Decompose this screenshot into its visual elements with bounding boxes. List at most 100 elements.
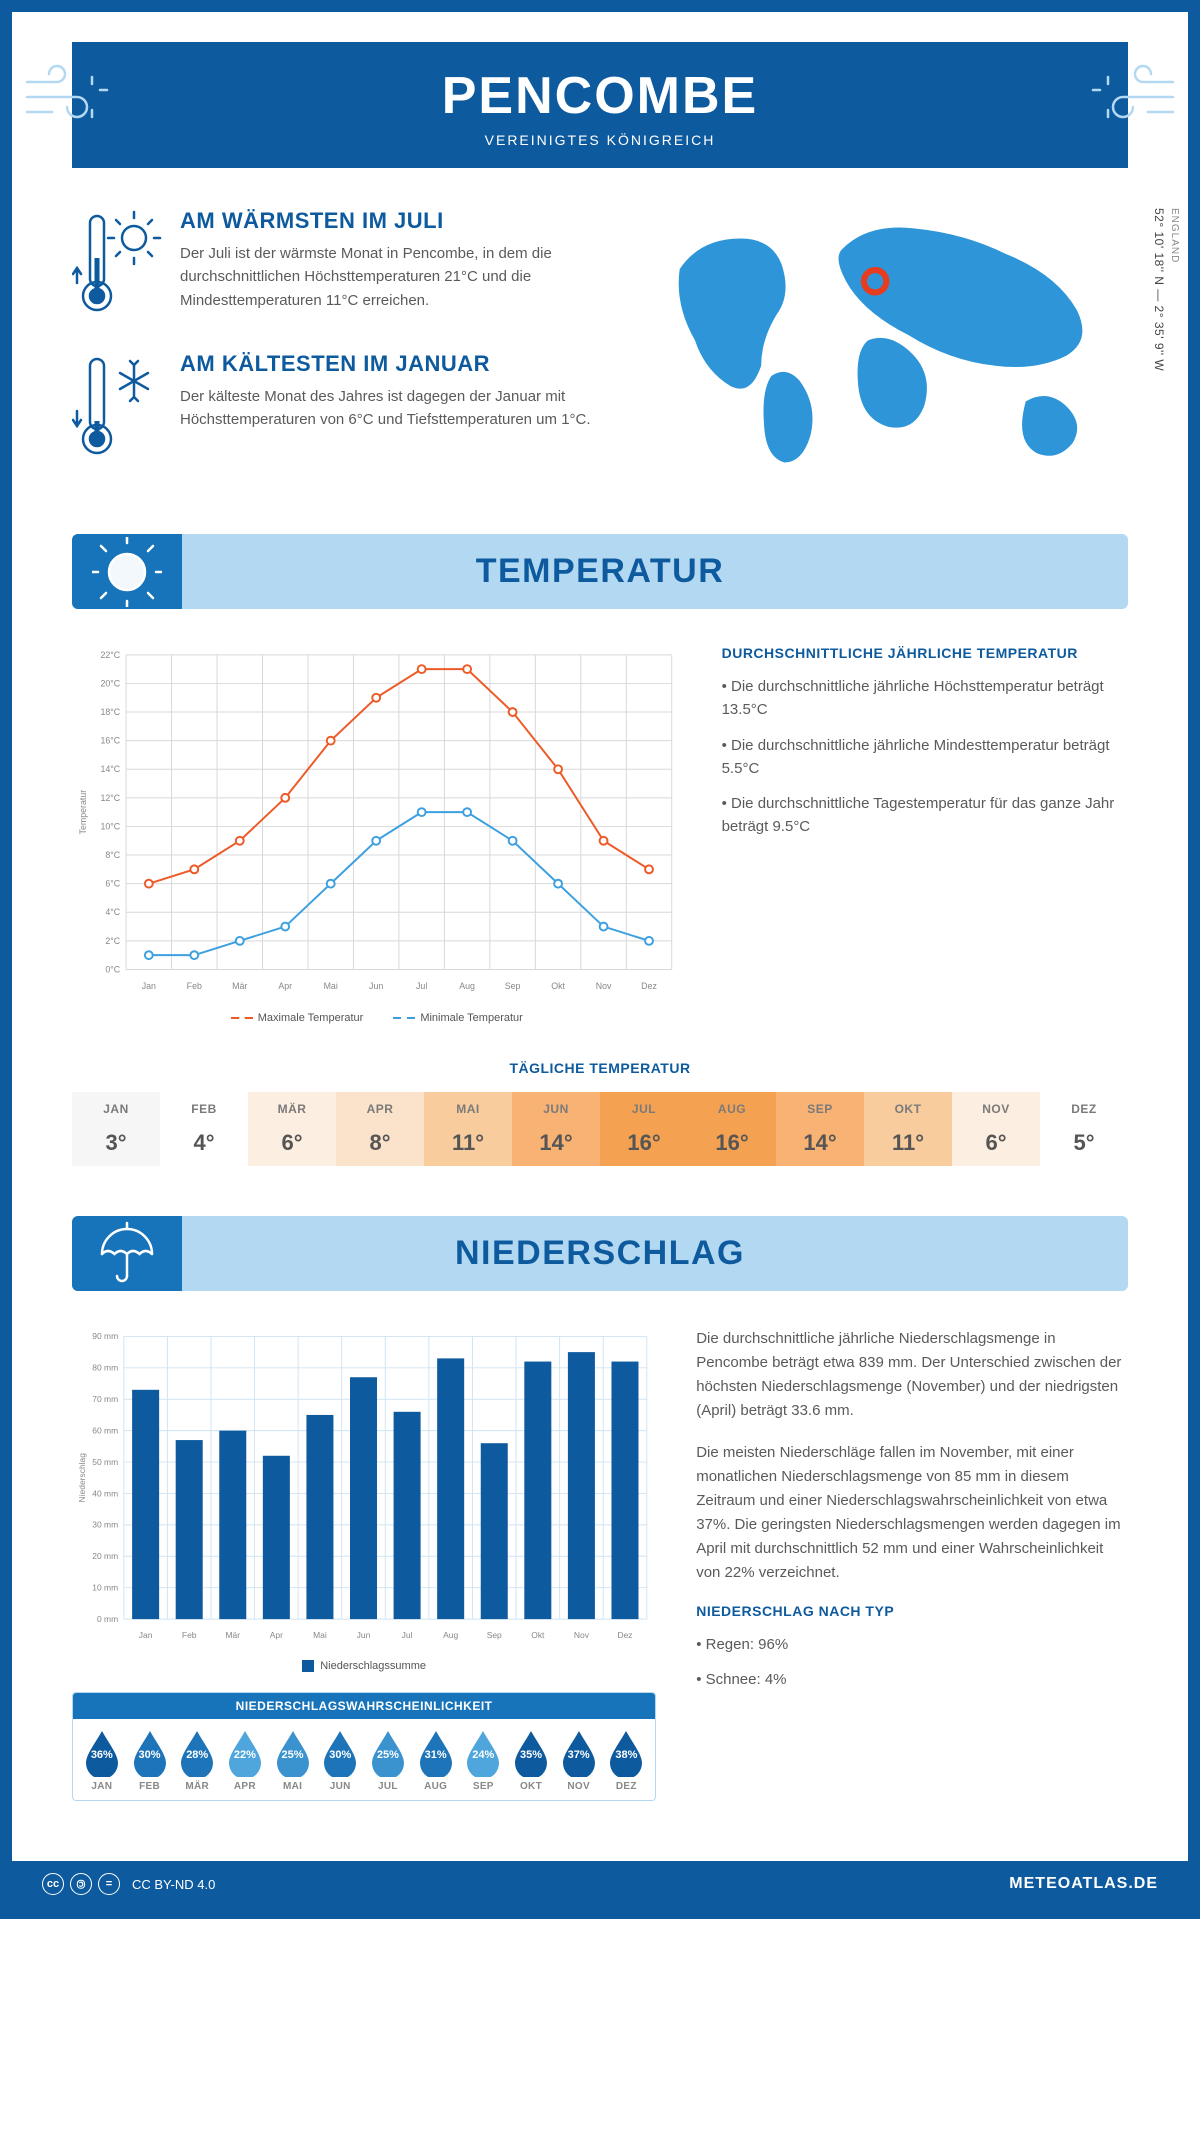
svg-text:Mär: Mär	[225, 1630, 240, 1640]
temp-bullet: • Die durchschnittliche jährliche Mindes…	[722, 734, 1128, 781]
map-column: ENGLAND 52° 10' 18'' N — 2° 35' 9'' W	[639, 208, 1128, 494]
svg-text:4°C: 4°C	[105, 907, 120, 917]
by-icon: 🄯	[70, 1873, 92, 1895]
precip-prob-cell: 36%JAN	[79, 1729, 125, 1792]
intro-row: AM WÄRMSTEN IM JULI Der Juli ist der wär…	[72, 208, 1128, 494]
svg-text:Mai: Mai	[324, 981, 338, 991]
svg-text:40 mm: 40 mm	[92, 1488, 118, 1498]
thermometer-sun-icon	[72, 208, 162, 323]
svg-text:50 mm: 50 mm	[92, 1457, 118, 1467]
svg-text:Jul: Jul	[402, 1630, 413, 1640]
precip-paragraph: Die meisten Niederschläge fallen im Nove…	[696, 1441, 1128, 1585]
fact-warm-title: AM WÄRMSTEN IM JULI	[180, 208, 609, 234]
precip-prob-cell: 30%FEB	[127, 1729, 173, 1792]
daily-temp-cell: SEP14°	[776, 1092, 864, 1166]
precip-probability-box: NIEDERSCHLAGSWAHRSCHEINLICHKEIT 36%JAN30…	[72, 1692, 656, 1801]
precip-left-column: 0 mm10 mm20 mm30 mm40 mm50 mm60 mm70 mm8…	[72, 1327, 656, 1801]
precip-prob-cell: 25%MAI	[270, 1729, 316, 1792]
page-subtitle: VEREINIGTES KÖNIGREICH	[72, 132, 1128, 148]
daily-temp-cell: JUL16°	[600, 1092, 688, 1166]
nd-icon: =	[98, 1873, 120, 1895]
svg-text:Aug: Aug	[459, 981, 475, 991]
thermometer-snow-icon	[72, 351, 162, 466]
svg-text:8°C: 8°C	[105, 850, 120, 860]
svg-text:Dez: Dez	[641, 981, 657, 991]
precip-prob-grid: 36%JAN30%FEB28%MÄR22%APR25%MAI30%JUN25%J…	[73, 1719, 655, 1800]
page: PENCOMBE VEREINIGTES KÖNIGREICH	[0, 0, 1200, 1919]
svg-text:Nov: Nov	[596, 981, 612, 991]
section-temperature-title: TEMPERATUR	[72, 552, 1128, 591]
precip-prob-cell: 22%APR	[222, 1729, 268, 1792]
svg-text:16°C: 16°C	[100, 736, 120, 746]
svg-text:Okt: Okt	[531, 1630, 545, 1640]
section-precipitation-title: NIEDERSCHLAG	[72, 1234, 1128, 1273]
svg-text:Sep: Sep	[487, 1630, 502, 1640]
temp-legend: Maximale Temperatur Minimale Temperatur	[72, 1012, 682, 1024]
precip-text-column: Die durchschnittliche jährliche Niedersc…	[696, 1327, 1128, 1801]
svg-text:Mai: Mai	[313, 1630, 327, 1640]
precip-prob-cell: 24%SEP	[460, 1729, 506, 1792]
svg-text:Feb: Feb	[187, 981, 202, 991]
svg-text:Aug: Aug	[443, 1630, 458, 1640]
precip-prob-cell: 37%NOV	[556, 1729, 602, 1792]
sun-icon	[72, 534, 182, 609]
precip-prob-cell: 31%AUG	[413, 1729, 459, 1792]
wind-icon	[22, 62, 122, 132]
svg-text:Jan: Jan	[139, 1630, 153, 1640]
svg-text:Jun: Jun	[357, 1630, 371, 1640]
svg-text:Temperatur: Temperatur	[78, 790, 88, 835]
temperature-summary: DURCHSCHNITTLICHE JÄHRLICHE TEMPERATUR •…	[722, 645, 1128, 1024]
footer: cc 🄯 = CC BY-ND 4.0 METEOATLAS.DE	[12, 1861, 1188, 1907]
wind-icon	[1078, 62, 1178, 132]
daily-temp-grid: JAN3°FEB4°MÄR6°APR8°MAI11°JUN14°JUL16°AU…	[72, 1092, 1128, 1166]
section-precipitation-banner: NIEDERSCHLAG	[72, 1216, 1128, 1291]
precip-legend: Niederschlagssumme	[72, 1660, 656, 1672]
temp-summary-heading: DURCHSCHNITTLICHE JÄHRLICHE TEMPERATUR	[722, 645, 1128, 661]
svg-text:0°C: 0°C	[105, 964, 120, 974]
svg-text:Feb: Feb	[182, 1630, 197, 1640]
svg-text:Mär: Mär	[232, 981, 247, 991]
svg-text:10 mm: 10 mm	[92, 1582, 118, 1592]
precip-prob-heading: NIEDERSCHLAGSWAHRSCHEINLICHKEIT	[73, 1693, 655, 1719]
temperature-row: 0°C2°C4°C6°C8°C10°C12°C14°C16°C18°C20°C2…	[72, 645, 1128, 1024]
cc-icon: cc	[42, 1873, 64, 1895]
fact-cold-title: AM KÄLTESTEN IM JANUAR	[180, 351, 609, 377]
section-temperature-banner: TEMPERATUR	[72, 534, 1128, 609]
header: PENCOMBE VEREINIGTES KÖNIGREICH	[72, 42, 1128, 168]
fact-cold: AM KÄLTESTEN IM JANUAR Der kälteste Mona…	[72, 351, 609, 466]
fact-warm-text: Der Juli ist der wärmste Monat in Pencom…	[180, 242, 609, 312]
svg-text:20°C: 20°C	[100, 678, 120, 688]
svg-text:80 mm: 80 mm	[92, 1363, 118, 1373]
daily-temp-cell: MÄR6°	[248, 1092, 336, 1166]
daily-temp-cell: JUN14°	[512, 1092, 600, 1166]
facts-column: AM WÄRMSTEN IM JULI Der Juli ist der wär…	[72, 208, 609, 494]
daily-temp-cell: OKT11°	[864, 1092, 952, 1166]
daily-temp-cell: JAN3°	[72, 1092, 160, 1166]
precip-prob-cell: 28%MÄR	[174, 1729, 220, 1792]
license-text: CC BY-ND 4.0	[132, 1877, 215, 1892]
content: PENCOMBE VEREINIGTES KÖNIGREICH	[12, 42, 1188, 1861]
svg-text:Nov: Nov	[574, 1630, 590, 1640]
svg-text:12°C: 12°C	[100, 793, 120, 803]
footer-brand: METEOATLAS.DE	[1009, 1875, 1158, 1893]
svg-text:60 mm: 60 mm	[92, 1425, 118, 1435]
svg-text:18°C: 18°C	[100, 707, 120, 717]
precip-prob-cell: 35%OKT	[508, 1729, 554, 1792]
precipitation-bar-chart: 0 mm10 mm20 mm30 mm40 mm50 mm60 mm70 mm8…	[72, 1327, 656, 1647]
svg-text:70 mm: 70 mm	[92, 1394, 118, 1404]
svg-text:90 mm: 90 mm	[92, 1331, 118, 1341]
page-title: PENCOMBE	[72, 66, 1128, 126]
temperature-chart: 0°C2°C4°C6°C8°C10°C12°C14°C16°C18°C20°C2…	[72, 645, 682, 1024]
fact-cold-text: Der kälteste Monat des Jahres ist dagege…	[180, 385, 609, 432]
svg-text:Jan: Jan	[142, 981, 156, 991]
precip-type-heading: NIEDERSCHLAG NACH TYP	[696, 1603, 1128, 1619]
temp-bullet: • Die durchschnittliche Tagestemperatur …	[722, 792, 1128, 839]
region-label: ENGLAND	[1169, 208, 1180, 263]
svg-text:Apr: Apr	[270, 1630, 283, 1640]
precipitation-row: 0 mm10 mm20 mm30 mm40 mm50 mm60 mm70 mm8…	[72, 1327, 1128, 1801]
precip-paragraph: Die durchschnittliche jährliche Niedersc…	[696, 1327, 1128, 1423]
precip-type-bullet: • Regen: 96%	[696, 1633, 1128, 1656]
daily-temp-cell: AUG16°	[688, 1092, 776, 1166]
legend-max: Maximale Temperatur	[258, 1012, 364, 1024]
svg-text:0 mm: 0 mm	[97, 1614, 118, 1624]
